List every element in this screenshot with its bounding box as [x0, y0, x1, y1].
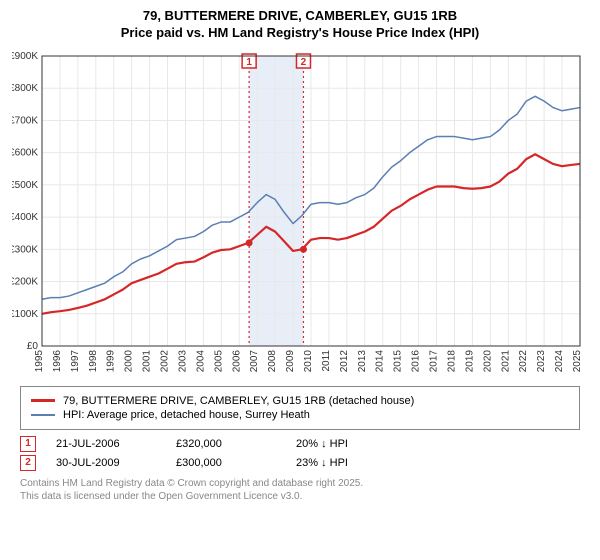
svg-text:2015: 2015	[393, 349, 404, 372]
sale-events-table: 121-JUL-2006£320,00020% ↓ HPI 230-JUL-200…	[20, 436, 580, 471]
svg-text:2009: 2009	[285, 349, 296, 372]
svg-text:1995: 1995	[34, 349, 45, 372]
svg-text:1999: 1999	[106, 349, 117, 372]
price-chart: £0£100K£200K£300K£400K£500K£600K£700K£80…	[12, 48, 588, 378]
legend: 79, BUTTERMERE DRIVE, CAMBERLEY, GU15 1R…	[20, 386, 580, 430]
sale-event-row: 230-JUL-2009£300,00023% ↓ HPI	[20, 455, 580, 471]
svg-text:£100K: £100K	[12, 309, 38, 320]
sale-event-row: 121-JUL-2006£320,00020% ↓ HPI	[20, 436, 580, 452]
svg-text:2008: 2008	[267, 349, 278, 372]
chart-title-1: 79, BUTTERMERE DRIVE, CAMBERLEY, GU15 1R…	[12, 8, 588, 25]
svg-text:2022: 2022	[518, 349, 529, 372]
svg-text:£300K: £300K	[12, 244, 38, 255]
svg-text:£400K: £400K	[12, 212, 38, 223]
svg-text:£500K: £500K	[12, 180, 38, 191]
svg-text:2001: 2001	[142, 349, 153, 372]
svg-text:2: 2	[301, 57, 307, 68]
svg-text:£800K: £800K	[12, 83, 38, 94]
svg-text:2006: 2006	[231, 349, 242, 372]
svg-text:2017: 2017	[429, 349, 440, 372]
chart-title-2: Price paid vs. HM Land Registry's House …	[12, 25, 588, 42]
svg-text:2014: 2014	[375, 349, 386, 372]
svg-text:£200K: £200K	[12, 276, 38, 287]
svg-text:2013: 2013	[357, 349, 368, 372]
svg-text:2002: 2002	[160, 349, 171, 372]
svg-text:2004: 2004	[195, 349, 206, 372]
svg-text:£600K: £600K	[12, 147, 38, 158]
svg-text:£700K: £700K	[12, 115, 38, 126]
svg-text:2024: 2024	[554, 349, 565, 372]
svg-text:2005: 2005	[213, 349, 224, 372]
svg-text:2021: 2021	[500, 349, 511, 372]
svg-text:2016: 2016	[411, 349, 422, 372]
svg-text:2025: 2025	[572, 349, 583, 372]
svg-text:2011: 2011	[321, 349, 332, 371]
svg-text:2007: 2007	[249, 349, 260, 372]
svg-text:2023: 2023	[536, 349, 547, 372]
svg-text:1997: 1997	[70, 349, 81, 372]
legend-item: HPI: Average price, detached house, Surr…	[31, 409, 569, 421]
svg-text:2020: 2020	[482, 349, 493, 372]
svg-text:2019: 2019	[464, 349, 475, 372]
legend-item: 79, BUTTERMERE DRIVE, CAMBERLEY, GU15 1R…	[31, 395, 569, 407]
svg-text:2003: 2003	[177, 349, 188, 372]
svg-text:£900K: £900K	[12, 51, 38, 62]
svg-text:2000: 2000	[124, 349, 135, 372]
svg-text:1: 1	[246, 57, 252, 68]
svg-text:2012: 2012	[339, 349, 350, 372]
svg-text:1998: 1998	[88, 349, 99, 372]
svg-text:1996: 1996	[52, 349, 63, 372]
svg-text:2018: 2018	[446, 349, 457, 372]
footer-attribution: Contains HM Land Registry data © Crown c…	[20, 477, 580, 503]
svg-text:2010: 2010	[303, 349, 314, 372]
